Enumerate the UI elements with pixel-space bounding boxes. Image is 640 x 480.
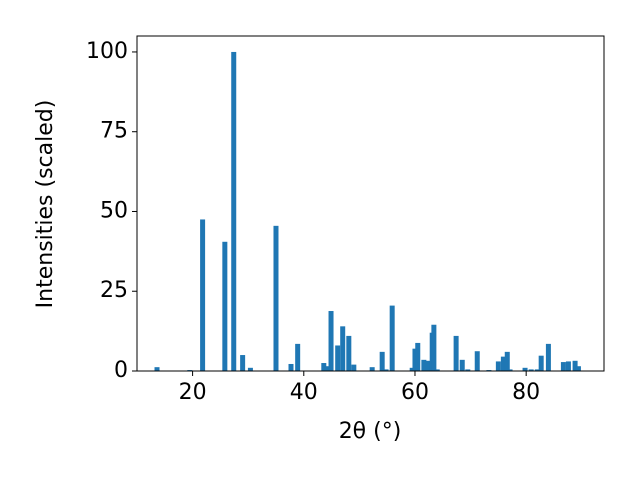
bar — [421, 359, 427, 371]
bar — [575, 366, 581, 371]
bar — [545, 343, 551, 371]
bar — [412, 348, 418, 371]
bar — [500, 356, 506, 371]
x-tick-label: 60 — [401, 380, 429, 405]
plot-frame — [136, 35, 605, 372]
bar — [572, 360, 578, 371]
x-tick-label: 20 — [179, 380, 207, 405]
bar — [495, 361, 501, 371]
bar — [222, 241, 228, 371]
bar — [240, 355, 246, 371]
bar — [434, 369, 440, 371]
bar — [346, 335, 352, 371]
y-tick-label: 100 — [86, 39, 128, 64]
bar — [379, 351, 385, 371]
bar — [528, 369, 534, 371]
bar — [295, 343, 301, 371]
bar — [335, 345, 341, 371]
bar — [247, 367, 253, 371]
bar — [273, 225, 279, 371]
bar — [504, 351, 510, 371]
y-tick-label: 25 — [100, 278, 128, 303]
y-tick-label: 75 — [100, 119, 128, 144]
bar — [474, 351, 480, 371]
bar — [459, 359, 465, 371]
bar — [340, 326, 346, 371]
bar — [565, 361, 571, 371]
bar — [409, 367, 415, 371]
bar — [389, 305, 395, 371]
bar — [507, 369, 513, 371]
y-tick-label: 0 — [114, 358, 128, 383]
x-tick-label: 80 — [512, 380, 540, 405]
bar — [231, 51, 237, 371]
bar — [383, 369, 389, 371]
bar — [465, 369, 471, 371]
bar — [288, 363, 294, 371]
bar — [369, 367, 375, 371]
bar — [522, 367, 528, 371]
bar — [431, 324, 437, 371]
bar — [534, 369, 540, 371]
x-axis-label: 2θ (°) — [339, 419, 402, 444]
bar — [415, 342, 421, 371]
y-tick-label: 50 — [100, 198, 128, 223]
bar — [425, 360, 431, 371]
y-axis-label: Intensities (scaled) — [33, 100, 58, 309]
bar — [351, 364, 357, 371]
bar — [453, 335, 459, 371]
bar — [154, 367, 160, 371]
x-tick-label: 40 — [290, 380, 318, 405]
bar — [538, 355, 544, 371]
bar — [324, 366, 330, 371]
bar — [560, 362, 566, 371]
bar — [200, 219, 206, 371]
bar — [328, 311, 334, 371]
bar — [321, 363, 327, 371]
